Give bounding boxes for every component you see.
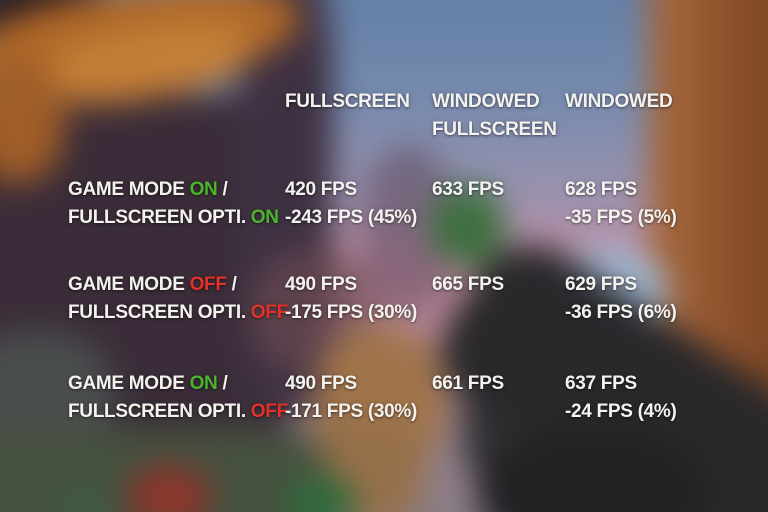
label-separator: / xyxy=(217,179,228,200)
cell-windowed-fullscreen: 633 FPS xyxy=(432,176,504,204)
fps-delta: -35 FPS (5%) xyxy=(565,207,677,228)
column-header-windowed-fullscreen: WINDOWED FULLSCREEN xyxy=(432,91,557,140)
fps-value: 637 FPS xyxy=(565,373,637,394)
fps-delta: -24 FPS (4%) xyxy=(565,401,677,422)
cell-fullscreen: 420 FPS -243 FPS (45%) xyxy=(285,176,417,232)
state-badge: ON xyxy=(189,373,218,394)
state-badge: ON xyxy=(189,179,218,200)
row-label: GAME MODE OFF / FULLSCREEN OPTI. OFF xyxy=(68,271,288,327)
column-header-windowed: WINDOWED xyxy=(565,91,673,112)
fps-value: 633 FPS xyxy=(432,179,504,200)
row-label-line1: GAME MODE ON / xyxy=(68,176,279,204)
label-text: GAME MODE xyxy=(68,373,190,394)
bg-green-object-2 xyxy=(58,488,110,512)
row-label-line1: GAME MODE OFF / xyxy=(68,271,288,299)
fps-delta: -243 FPS (45%) xyxy=(285,207,418,228)
bg-foliage xyxy=(430,185,505,267)
fps-value: 661 FPS xyxy=(432,373,504,394)
fps-value: 490 FPS xyxy=(285,373,357,394)
row-label-line2: FULLSCREEN OPTI. ON xyxy=(68,204,279,232)
label-text: FULLSCREEN OPTI. xyxy=(68,401,251,422)
fps-value: 490 FPS xyxy=(285,274,357,295)
bg-gun-body xyxy=(478,428,708,512)
label-text: FULLSCREEN OPTI. xyxy=(68,302,251,323)
row-label: GAME MODE ON / FULLSCREEN OPTI. OFF xyxy=(68,370,288,426)
cell-fullscreen: 490 FPS -175 FPS (30%) xyxy=(285,271,417,327)
state-badge: OFF xyxy=(250,302,288,323)
cell-windowed-fullscreen: 661 FPS xyxy=(432,370,504,398)
label-text: GAME MODE xyxy=(68,179,190,200)
state-badge: OFF xyxy=(189,274,227,295)
cell-windowed: 628 FPS -35 FPS (5%) xyxy=(565,176,677,232)
fps-delta: -175 FPS (30%) xyxy=(285,302,418,323)
state-badge: OFF xyxy=(250,401,288,422)
fps-value: 420 FPS xyxy=(285,179,357,200)
label-separator: / xyxy=(217,373,228,394)
state-badge: ON xyxy=(250,207,279,228)
bg-orange-roof-3 xyxy=(0,58,65,183)
cell-windowed-fullscreen: 665 FPS xyxy=(432,271,504,299)
label-separator: / xyxy=(226,274,237,295)
bg-red-object xyxy=(128,466,210,512)
row-label: GAME MODE ON / FULLSCREEN OPTI. ON xyxy=(68,176,279,232)
label-text: GAME MODE xyxy=(68,274,190,295)
fps-value: 665 FPS xyxy=(432,274,504,295)
fps-delta: -171 FPS (30%) xyxy=(285,401,418,422)
label-text: FULLSCREEN OPTI. xyxy=(68,207,251,228)
row-label-line1: GAME MODE ON / xyxy=(68,370,288,398)
fps-value: 629 FPS xyxy=(565,274,637,295)
cell-windowed: 629 FPS -36 FPS (6%) xyxy=(565,271,677,327)
fps-delta: -36 FPS (6%) xyxy=(565,302,677,323)
row-label-line2: FULLSCREEN OPTI. OFF xyxy=(68,398,288,426)
cell-fullscreen: 490 FPS -171 FPS (30%) xyxy=(285,370,417,426)
column-header-fullscreen: FULLSCREEN xyxy=(285,91,410,112)
bg-green-object xyxy=(285,476,357,512)
fps-value: 628 FPS xyxy=(565,179,637,200)
row-label-line2: FULLSCREEN OPTI. OFF xyxy=(68,299,288,327)
cell-windowed: 637 FPS -24 FPS (4%) xyxy=(565,370,677,426)
